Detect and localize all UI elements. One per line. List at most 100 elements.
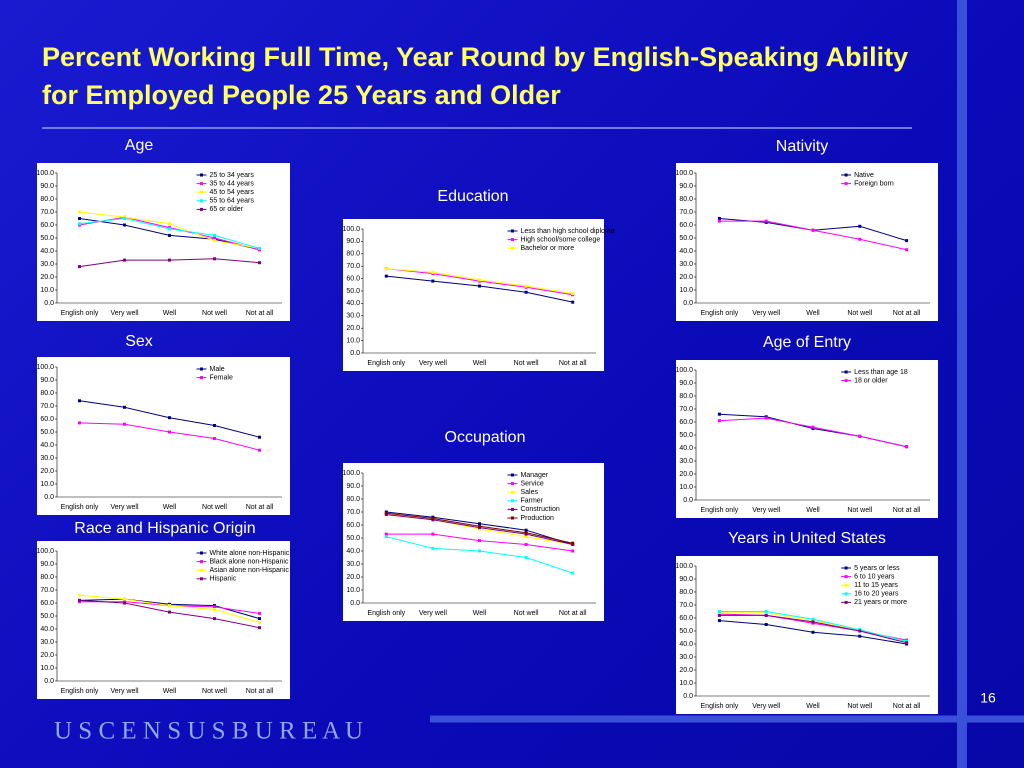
chart-box xyxy=(676,556,938,714)
page-number: 16 xyxy=(980,690,996,706)
x-tick-label: Not well xyxy=(847,507,872,514)
series-marker xyxy=(811,620,815,624)
series-marker xyxy=(478,284,481,288)
x-tick-label: English only xyxy=(367,360,405,367)
y-tick-label: 10.0 xyxy=(40,287,54,294)
series-marker xyxy=(717,613,721,617)
chart-box xyxy=(37,163,290,321)
y-tick-label: 90.0 xyxy=(40,183,54,190)
legend-marker xyxy=(510,499,514,503)
chart-panel: 0.0 10.0 20.0 30.0 40.0 50.0 60.0 70.0 80.0 90.0 1… xyxy=(36,163,290,321)
series-marker xyxy=(905,239,909,243)
chart-box xyxy=(676,360,938,518)
x-tick-label: Very well xyxy=(110,310,138,317)
series-marker xyxy=(213,257,216,261)
x-tick-label: Well xyxy=(163,310,177,317)
series-marker xyxy=(78,210,81,214)
series-marker xyxy=(524,528,528,532)
legend-marker xyxy=(510,490,514,494)
series-marker xyxy=(78,217,81,220)
series-marker xyxy=(524,535,528,539)
x-tick-label: Well xyxy=(473,610,487,617)
legend-label: 18 or older xyxy=(854,377,888,384)
legend-marker xyxy=(510,238,514,242)
y-tick-label: 10.0 xyxy=(346,337,360,344)
series-marker xyxy=(431,270,435,274)
legend-marker xyxy=(844,379,848,383)
series-marker xyxy=(168,258,171,262)
series-marker xyxy=(858,237,862,241)
series-marker xyxy=(764,610,768,613)
y-tick-label: 20.0 xyxy=(346,574,360,581)
series-marker xyxy=(168,610,171,614)
series-marker xyxy=(123,601,126,605)
series-marker xyxy=(811,630,815,634)
chart-panel: 0.0 10.0 20.0 30.0 40.0 50.0 60.0 70.0 80.0 90.0 1… xyxy=(36,541,290,699)
series-marker xyxy=(811,617,815,621)
series-marker xyxy=(717,412,721,416)
series-marker xyxy=(571,571,575,575)
legend-marker xyxy=(200,199,203,203)
y-tick-label: 40.0 xyxy=(40,626,54,633)
series-marker xyxy=(478,524,481,528)
legend-marker xyxy=(844,182,848,186)
series-marker xyxy=(258,448,261,452)
legend-marker xyxy=(844,566,848,570)
chart-panel: 0.0 10.0 20.0 30.0 40.0 50.0 60.0 70.0 80.0 90.0 1… xyxy=(675,360,938,518)
y-tick-label: 100.0 xyxy=(36,548,54,555)
legend-marker xyxy=(510,482,514,486)
y-tick-label: 10.0 xyxy=(679,287,693,294)
legend-marker xyxy=(844,575,848,579)
series-marker xyxy=(571,541,575,545)
legend-label: Less than age 18 xyxy=(854,369,908,376)
legend-marker xyxy=(200,173,203,177)
legend-label: Service xyxy=(520,480,543,487)
y-tick-label: 40.0 xyxy=(40,248,54,255)
series-marker xyxy=(764,623,768,626)
side-stripe xyxy=(957,0,967,768)
y-tick-label: 100.0 xyxy=(675,367,693,374)
series-marker xyxy=(524,284,528,288)
legend-marker xyxy=(844,600,848,604)
series-marker xyxy=(213,424,216,427)
series-marker xyxy=(905,248,909,252)
chart-box xyxy=(343,219,604,371)
series-marker xyxy=(78,421,81,425)
series-marker xyxy=(213,233,216,237)
y-tick-label: 100.0 xyxy=(675,170,693,177)
x-tick-label: English only xyxy=(61,688,99,695)
y-tick-label: 10.0 xyxy=(679,680,693,687)
series-marker xyxy=(524,556,528,559)
series-marker xyxy=(717,619,721,623)
legend-marker xyxy=(510,516,514,520)
y-tick-label: 60.0 xyxy=(679,222,693,229)
y-tick-label: 90.0 xyxy=(679,183,693,190)
series-marker xyxy=(905,445,909,449)
legend-marker xyxy=(200,560,203,564)
chart-title: Education xyxy=(437,188,508,205)
y-tick-label: 80.0 xyxy=(679,589,693,596)
series-marker xyxy=(431,279,435,283)
series-marker xyxy=(858,224,862,228)
legend-marker xyxy=(510,229,514,233)
x-tick-label: Well xyxy=(806,310,820,317)
x-tick-label: Well xyxy=(163,688,177,695)
chart-title: Years in United States xyxy=(728,530,886,547)
chart-panel: 0.0 10.0 20.0 30.0 40.0 50.0 60.0 70.0 80.0 90.0 1… xyxy=(675,163,938,321)
series-marker xyxy=(384,532,388,536)
legend-label: Female xyxy=(210,374,233,381)
y-tick-label: 90.0 xyxy=(40,561,54,568)
slide-title: Percent Working Full Time, Year Round by… xyxy=(42,42,909,110)
series-marker xyxy=(478,539,481,543)
legend-label: Male xyxy=(210,366,225,373)
legend-label: 45 to 54 years xyxy=(210,189,255,196)
y-tick-label: 0.0 xyxy=(44,300,54,307)
x-tick-label: English only xyxy=(701,703,739,710)
legend-label: Foreign born xyxy=(854,180,894,187)
y-tick-label: 70.0 xyxy=(679,209,693,216)
y-tick-label: 100.0 xyxy=(675,563,693,570)
series-marker xyxy=(258,611,261,615)
y-tick-label: 0.0 xyxy=(683,497,693,504)
x-tick-label: Not at all xyxy=(893,310,921,317)
